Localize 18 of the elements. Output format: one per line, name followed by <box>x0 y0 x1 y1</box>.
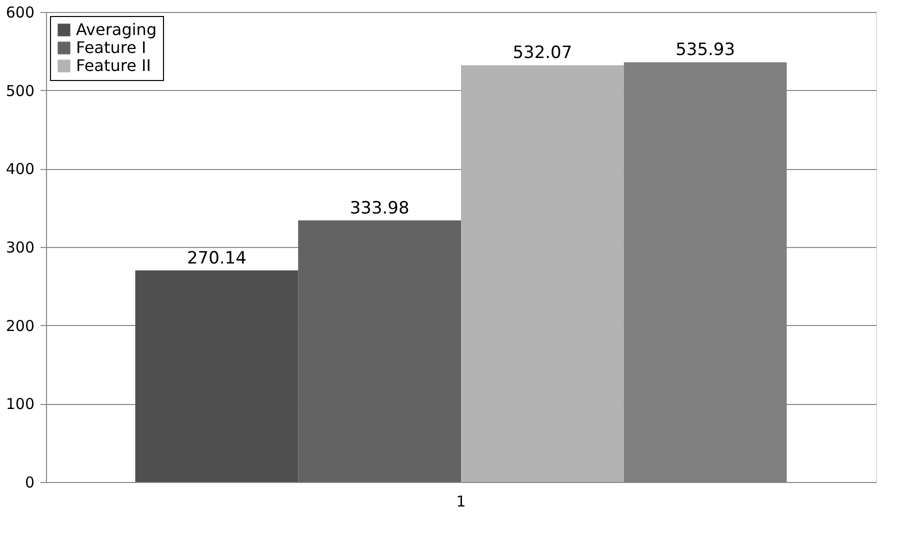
y-tick-label: 200 <box>6 316 34 335</box>
legend-label: Averaging <box>76 20 157 39</box>
y-tick-label: 100 <box>6 395 34 414</box>
bar <box>135 270 298 482</box>
bar <box>298 220 461 482</box>
y-tick-label: 400 <box>6 160 34 178</box>
bar <box>461 65 624 482</box>
data-label: 532.07 <box>512 43 572 64</box>
y-tick-label: 600 <box>6 4 34 22</box>
legend-label: Feature II <box>76 56 151 75</box>
data-label: 270.14 <box>186 248 246 268</box>
y-tick-label: 500 <box>6 82 34 100</box>
x-tick-label: 1 <box>456 492 466 510</box>
data-label: 535.93 <box>676 40 736 60</box>
y-tick-label: 300 <box>6 238 34 256</box>
legend-label: Feature I <box>76 38 146 57</box>
y-tick-label: 0 <box>24 474 34 492</box>
data-label: 333.98 <box>350 198 410 218</box>
